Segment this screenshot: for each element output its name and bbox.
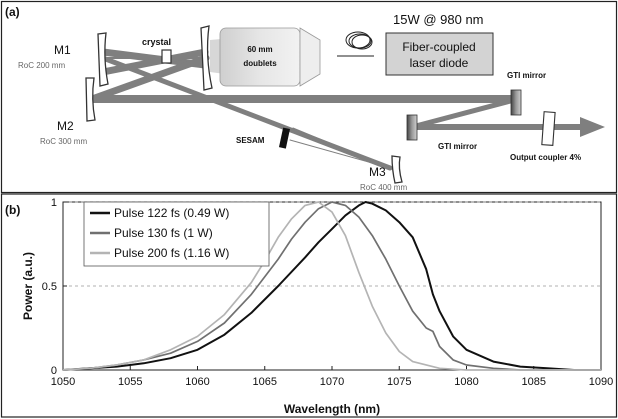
x-tick-label: 1065 (253, 376, 277, 388)
x-tick-label: 1085 (522, 376, 546, 388)
x-tick-label: 1070 (320, 376, 344, 388)
y-tick-label: 1 (51, 197, 57, 209)
mirror-m1 (97, 32, 109, 87)
crystal (161, 49, 172, 64)
doublets-lens (219, 27, 301, 87)
series-line-1 (62, 201, 601, 371)
gti-mirror-top (510, 89, 522, 116)
mirror-m2 (85, 77, 96, 122)
legend: Pulse 122 fs (0.49 W) Pulse 130 fs (1 W) P… (83, 201, 270, 267)
output-coupler (541, 111, 556, 146)
y-axis-label: Power (a.u.) (21, 252, 35, 320)
x-tick-label: 1050 (51, 376, 75, 388)
m1-roc-label: RoC 200 mm (18, 61, 65, 70)
doublets-label-line1: 60 mm (247, 45, 272, 54)
x-tick-label: 1055 (118, 376, 142, 388)
m2-label: M2 (57, 119, 74, 133)
gti-mirror-bottom (406, 114, 418, 141)
legend-label-0: Pulse 122 fs (0.49 W) (114, 206, 229, 220)
legend-box (83, 201, 270, 267)
gti-mirror-top-label: GTI mirror (507, 71, 546, 80)
sesam (278, 127, 290, 149)
x-axis-label: Wavelength (nm) (284, 402, 380, 416)
legend-label-2: Pulse 200 fs (1.16 W) (114, 246, 229, 260)
x-tick-label: 1080 (454, 376, 478, 388)
x-axis-ticks: 1050 1055 1060 1065 1070 1075 1080 1085 1090 (51, 366, 613, 388)
diode-label-line2: laser diode (410, 56, 469, 70)
spectrum-chart: 1050 1055 1060 1065 1070 1075 1080 1085 1090 0 0.… (21, 197, 613, 416)
legend-label-1: Pulse 130 fs (1 W) (114, 226, 213, 240)
y-tick-label: 0 (51, 365, 57, 377)
panel-b-frame (0, 193, 618, 418)
series-lines (62, 201, 601, 371)
m2-roc-label: RoC 300 mm (40, 137, 87, 146)
panel-a-frame (0, 0, 618, 194)
crystal-label: crystal (142, 37, 171, 47)
sesam-label: SESAM (236, 136, 265, 145)
m3-label: M3 (369, 165, 386, 179)
output-coupler-label: Output coupler 4% (510, 153, 581, 162)
output-arrowhead (580, 117, 605, 137)
beam-paths (88, 48, 588, 171)
series-line-0 (62, 201, 601, 371)
x-tick-label: 1090 (589, 376, 613, 388)
doublets-label-line2: doublets (243, 59, 277, 68)
doublets-tip (299, 27, 321, 87)
laser-diode-box (385, 32, 494, 76)
panel-b-label: (b) (5, 203, 20, 217)
x-tick-label: 1075 (387, 376, 411, 388)
pump-power-label: 15W @ 980 nm (393, 12, 484, 27)
diode-label-line1: Fiber-coupled (402, 40, 475, 54)
series-line-2 (62, 201, 601, 371)
x-tick-label: 1060 (185, 376, 209, 388)
y-tick-label: 0.5 (42, 281, 57, 293)
gti-mirror-bottom-label: GTI mirror (438, 142, 477, 151)
panel-a-label: (a) (5, 5, 20, 19)
mirror-m3 (391, 155, 403, 184)
fiber-coil-icon (337, 31, 374, 57)
m3-roc-label: RoC 400 mm (360, 183, 407, 192)
mirror-pump-side (200, 25, 213, 91)
m1-label: M1 (54, 43, 71, 57)
